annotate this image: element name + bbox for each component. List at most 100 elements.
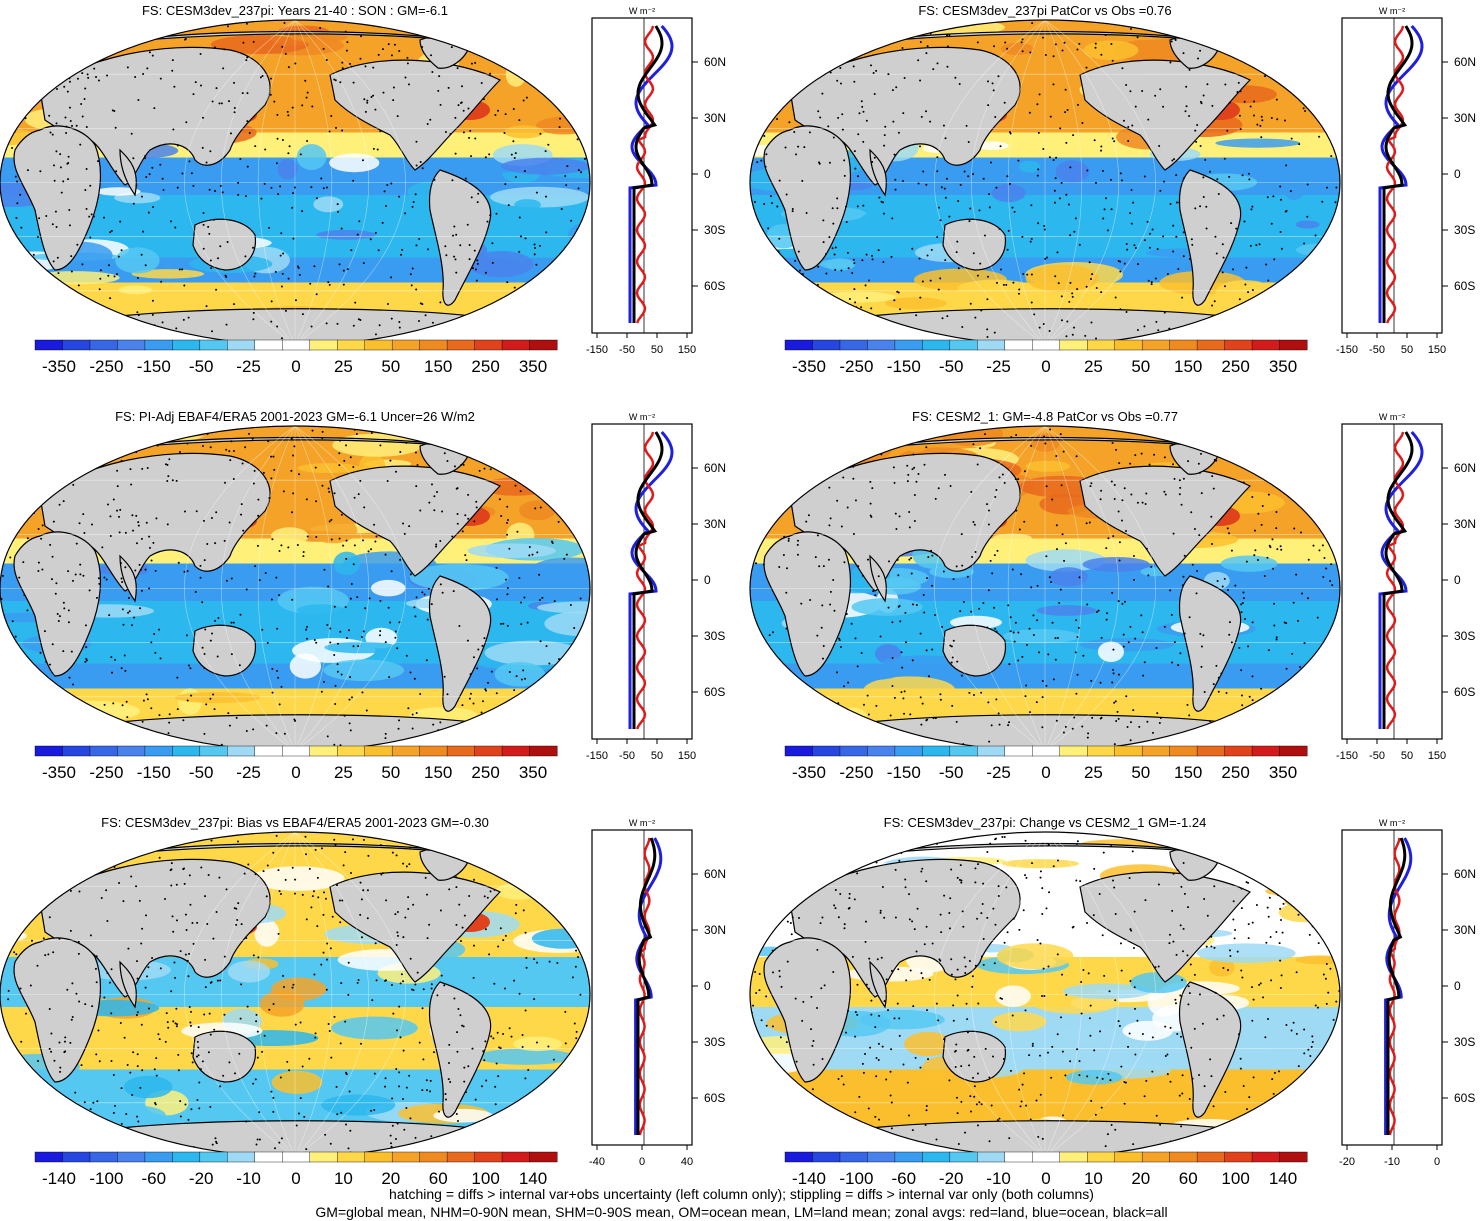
stipple-dot xyxy=(882,201,885,204)
stipple-dot xyxy=(1147,118,1150,121)
stipple-dot xyxy=(1318,549,1321,552)
colorbar-box xyxy=(337,745,366,757)
stipple-dot xyxy=(966,1031,969,1034)
stipple-dot xyxy=(84,624,87,627)
stipple-dot xyxy=(973,1085,976,1088)
stipple-dot xyxy=(999,997,1002,1000)
stipple-dot xyxy=(1056,1033,1059,1036)
colorbar-box xyxy=(117,745,146,757)
stipple-dot xyxy=(853,80,856,83)
stipple-dot xyxy=(11,620,14,623)
stipple-dot xyxy=(507,204,510,207)
colorbar-box xyxy=(89,745,118,757)
stipple-dot xyxy=(92,215,95,218)
stipple-dot xyxy=(20,449,23,452)
stipple-dot xyxy=(1158,721,1161,724)
stipple-dot xyxy=(1059,588,1062,591)
stipple-dot xyxy=(913,928,916,931)
stipple-dot xyxy=(996,549,999,552)
field-patch xyxy=(370,579,406,597)
stipple-dot xyxy=(1105,547,1108,550)
stipple-dot xyxy=(869,480,872,483)
stipple-dot xyxy=(45,214,48,217)
stipple-dot xyxy=(388,676,391,679)
stipple-dot xyxy=(208,426,211,428)
stipple-dot xyxy=(950,661,953,664)
stipple-dot xyxy=(560,207,563,210)
stipple-dot xyxy=(68,224,71,227)
stipple-dot xyxy=(141,1069,144,1072)
stipple-dot xyxy=(1235,227,1238,230)
field-patch xyxy=(123,1075,173,1099)
stipple-dot xyxy=(82,513,85,516)
stipple-dot xyxy=(816,534,819,537)
stipple-dot xyxy=(1007,604,1010,607)
field-patch xyxy=(1036,605,1097,616)
stipple-dot xyxy=(151,166,154,169)
stipple-dot xyxy=(1021,655,1024,658)
stipple-dot xyxy=(132,1051,135,1054)
stipple-dot xyxy=(548,93,551,96)
stipple-dot xyxy=(433,495,436,498)
stipple-dot xyxy=(1213,946,1216,949)
stipple-dot xyxy=(222,1074,225,1077)
stipple-dot xyxy=(919,296,922,299)
stipple-dot xyxy=(167,475,170,478)
stipple-dot xyxy=(136,977,139,980)
stipple-dot xyxy=(9,556,12,559)
stipple-dot xyxy=(854,1011,857,1014)
stipple-dot xyxy=(0,735,3,738)
stipple-dot xyxy=(1136,501,1139,504)
stipple-dot xyxy=(519,460,522,463)
stipple-dot xyxy=(1280,974,1283,977)
stipple-dot xyxy=(972,693,975,696)
stipple-dot xyxy=(765,153,768,156)
stipple-dot xyxy=(949,897,952,900)
stipple-dot xyxy=(785,1041,788,1044)
stipple-dot xyxy=(125,29,128,32)
stipple-dot xyxy=(1067,203,1070,206)
stipple-dot xyxy=(26,609,29,612)
graticule-lon xyxy=(257,832,296,1157)
stipple-dot xyxy=(1045,555,1048,558)
stipple-dot xyxy=(803,844,806,847)
field-patch xyxy=(1255,450,1340,469)
stipple-dot xyxy=(245,22,248,25)
stipple-dot xyxy=(1071,295,1074,298)
stipple-dot xyxy=(774,27,777,30)
stipple-dot xyxy=(1117,717,1120,720)
field-patch xyxy=(1083,40,1139,61)
stipple-dot xyxy=(489,214,492,217)
stipple-dot xyxy=(1303,1028,1306,1031)
stipple-dot xyxy=(816,948,819,951)
stipple-dot xyxy=(95,955,98,958)
stipple-dot xyxy=(40,71,43,74)
stipple-dot xyxy=(1114,913,1117,916)
stipple-dot xyxy=(1317,99,1320,102)
stipple-dot xyxy=(374,942,377,945)
stipple-dot xyxy=(943,1038,946,1041)
lat-label: 30S xyxy=(1454,223,1475,237)
stipple-dot xyxy=(785,193,788,196)
stipple-dot xyxy=(1295,335,1298,338)
stipple-dot xyxy=(1247,291,1250,294)
stipple-dot xyxy=(282,986,285,989)
stipple-dot xyxy=(402,522,405,525)
colorbar-label: 250 xyxy=(471,357,499,376)
stipple-dot xyxy=(1007,229,1010,232)
stipple-dot xyxy=(771,202,774,205)
stipple-dot xyxy=(107,274,110,277)
stipple-dot xyxy=(310,186,313,189)
panel-6: FS: CESM3dev_237pi: Change vs CESM2_1 GM… xyxy=(749,815,1476,1188)
stipple-dot xyxy=(1078,1060,1081,1063)
stipple-dot xyxy=(752,1068,755,1071)
stipple-dot xyxy=(952,1019,955,1022)
stipple-dot xyxy=(270,320,273,323)
stipple-dot xyxy=(402,862,405,865)
stipple-dot xyxy=(340,513,343,516)
stipple-dot xyxy=(245,937,248,940)
colorbar-label: -50 xyxy=(189,357,214,376)
colorbar-box xyxy=(34,1151,63,1163)
stipple-dot xyxy=(514,912,517,915)
